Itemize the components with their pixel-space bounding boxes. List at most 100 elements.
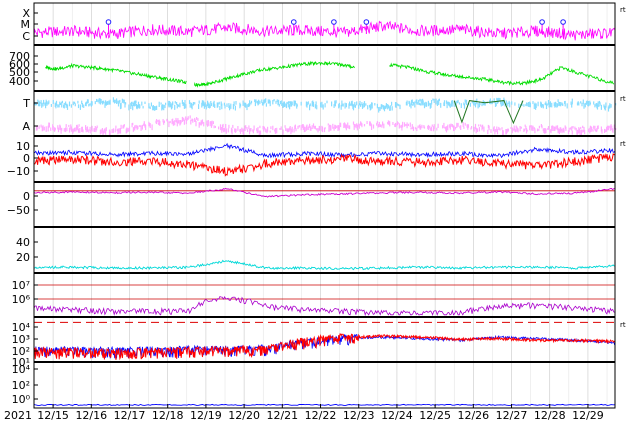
bt-sample: [320, 102, 322, 108]
bt-sample: [94, 128, 96, 132]
bt-sample: [438, 98, 440, 102]
bt-sample: [312, 123, 315, 128]
bt-sample: [157, 122, 160, 125]
bt-sample: [410, 127, 412, 130]
bt-sample: [78, 124, 80, 127]
bt-sample: [476, 128, 478, 131]
bt-sample: [604, 105, 606, 110]
bt-series-line: [453, 100, 524, 125]
bt-sample: [218, 126, 220, 130]
bt-sample: [57, 125, 59, 130]
bt-sample: [218, 101, 220, 105]
bt-sample: [564, 125, 566, 130]
y-tick-label: 10⁴: [12, 363, 31, 376]
bt-sample: [133, 127, 135, 131]
bt-sample: [61, 101, 63, 108]
bt-sample: [557, 127, 559, 134]
bt-sample: [40, 124, 42, 128]
bt-sample: [345, 103, 347, 108]
bt-sample: [496, 126, 498, 130]
bt-sample: [496, 129, 499, 135]
bt-sample: [207, 100, 209, 107]
x-tick-label: 12/21: [266, 409, 298, 422]
bt-sample: [604, 106, 606, 111]
bt-sample: [343, 123, 345, 129]
bt-sample: [289, 101, 291, 107]
bt-sample: [280, 126, 282, 130]
bt-sample: [132, 122, 134, 126]
bt-sample: [48, 122, 50, 128]
bt-sample: [46, 101, 48, 106]
bt-sample: [599, 102, 601, 106]
bt-sample: [348, 103, 350, 109]
bt-sample: [209, 104, 211, 108]
bt-sample: [45, 99, 47, 105]
x-tick-label: 12/16: [75, 409, 107, 422]
bt-sample: [198, 122, 200, 128]
bt-sample: [133, 101, 135, 106]
bt-sample: [85, 101, 87, 107]
bt-sample: [85, 125, 87, 130]
y-tick-label: 40: [16, 236, 30, 249]
bt-sample: [213, 100, 215, 107]
bt-sample: [582, 125, 584, 129]
bt-sample: [524, 128, 526, 131]
bt-sample: [547, 127, 549, 130]
bt-sample: [443, 122, 445, 129]
bt-sample: [43, 99, 45, 105]
bt-sample: [394, 123, 396, 127]
bt-sample: [206, 120, 208, 126]
bt-sample: [300, 124, 302, 131]
bt-sample: [35, 125, 38, 131]
bt-sample: [423, 126, 426, 129]
bt-sample: [531, 127, 533, 130]
bt-sample: [249, 128, 251, 132]
bt-sample: [596, 125, 599, 130]
bt-sample: [555, 125, 557, 130]
bt-sample: [219, 124, 222, 131]
bt-sample: [547, 126, 550, 130]
bt-sample: [547, 100, 550, 105]
bt-sample: [449, 103, 451, 108]
bt-sample: [475, 127, 477, 134]
bt-sample: [100, 99, 102, 104]
bt-sample: [45, 102, 47, 109]
bt-sample: [219, 106, 221, 111]
x-axis-year-label: 2021: [4, 409, 32, 422]
bt-sample: [135, 124, 137, 129]
bt-sample: [139, 104, 141, 109]
bt-sample: [339, 122, 341, 125]
bt-sample: [582, 129, 584, 132]
bt-sample: [506, 129, 508, 133]
bt-sample: [263, 126, 265, 130]
bt-sample: [77, 128, 80, 133]
bt-sample: [139, 125, 141, 128]
bt-sample: [248, 103, 250, 108]
bt-sample: [101, 128, 103, 132]
y-tick-label: 10⁶: [12, 293, 31, 306]
flare-marker: [363, 19, 370, 25]
bt-sample: [63, 104, 65, 108]
bt-sample: [154, 106, 156, 111]
bt-sample: [556, 103, 559, 107]
bt-sample: [471, 100, 473, 104]
bt-sample: [105, 100, 107, 106]
bt-sample: [163, 104, 165, 111]
bt-sample: [556, 125, 559, 131]
bt-sample: [347, 122, 349, 129]
bt-sample: [525, 128, 528, 134]
bt-sample: [99, 98, 101, 105]
bt-sample: [600, 104, 602, 110]
bt-sample: [279, 128, 281, 131]
bt-sample: [571, 103, 573, 108]
bt-sample: [132, 104, 134, 111]
bt-sample: [179, 102, 181, 108]
bt-sample: [245, 125, 247, 129]
y-tick-label: 20: [16, 251, 30, 264]
bt-sample: [116, 128, 118, 132]
bt-sample: [337, 125, 339, 132]
bt-sample: [259, 130, 262, 135]
bt-sample: [607, 106, 610, 112]
bt-sample: [65, 127, 67, 133]
